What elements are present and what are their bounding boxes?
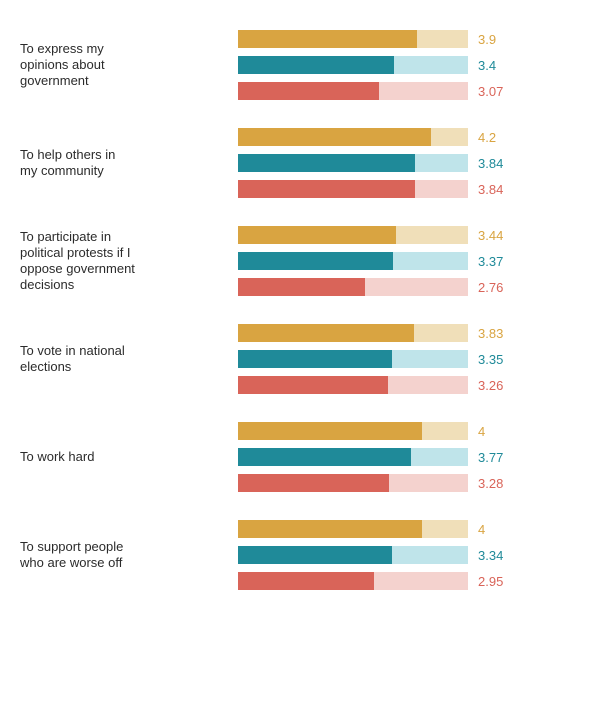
bar-fill [238, 572, 374, 590]
bar-value-label: 3.34 [478, 548, 503, 563]
bar-value-label: 4 [478, 424, 485, 439]
bar-row: 3.26 [238, 376, 580, 394]
bar-value-label: 4.2 [478, 130, 496, 145]
bar-value-label: 3.9 [478, 32, 496, 47]
bar-track [238, 278, 468, 296]
bar-row: 3.28 [238, 474, 580, 492]
bar-fill [238, 180, 415, 198]
bar-track [238, 376, 468, 394]
bar-fill [238, 82, 379, 100]
bar-value-label: 2.76 [478, 280, 503, 295]
bar-row: 3.35 [238, 350, 580, 368]
group-label: To vote in nationalelections [20, 343, 220, 376]
bar-fill [238, 422, 422, 440]
bars-wrapper: 4 3.34 2.95 [238, 520, 580, 590]
bar-value-label: 3.77 [478, 450, 503, 465]
bar-row: 4 [238, 520, 580, 538]
bar-fill [238, 474, 389, 492]
bar-fill [238, 226, 396, 244]
bar-track [238, 546, 468, 564]
bar-value-label: 3.07 [478, 84, 503, 99]
bar-track [238, 252, 468, 270]
bar-fill [238, 448, 411, 466]
bar-fill [238, 520, 422, 538]
bars-wrapper: 3.83 3.35 3.26 [238, 324, 580, 394]
bar-value-label: 2.95 [478, 574, 503, 589]
bar-fill [238, 546, 392, 564]
bar-row: 3.07 [238, 82, 580, 100]
bar-value-label: 3.4 [478, 58, 496, 73]
bar-track [238, 324, 468, 342]
bar-track [238, 520, 468, 538]
bars-wrapper: 4 3.77 3.28 [238, 422, 580, 492]
bar-track [238, 30, 468, 48]
bar-track [238, 226, 468, 244]
chart-group: To express myopinions aboutgovernment 3.9… [20, 30, 580, 100]
bar-row: 3.4 [238, 56, 580, 74]
bar-row: 3.83 [238, 324, 580, 342]
bar-value-label: 3.35 [478, 352, 503, 367]
bar-fill [238, 128, 431, 146]
bars-wrapper: 3.9 3.4 3.07 [238, 30, 580, 100]
bar-track [238, 180, 468, 198]
bar-row: 3.34 [238, 546, 580, 564]
bar-fill [238, 252, 393, 270]
bar-track [238, 572, 468, 590]
group-label: To work hard [20, 449, 220, 465]
bar-fill [238, 30, 417, 48]
bar-row: 4 [238, 422, 580, 440]
bar-value-label: 3.44 [478, 228, 503, 243]
group-label: To support peoplewho are worse off [20, 539, 220, 572]
bar-row: 3.9 [238, 30, 580, 48]
chart-group: To work hard 4 3.77 3.28 [20, 422, 580, 492]
bar-fill [238, 350, 392, 368]
bar-value-label: 3.84 [478, 182, 503, 197]
bars-wrapper: 3.44 3.37 2.76 [238, 226, 580, 296]
bar-row: 3.44 [238, 226, 580, 244]
bar-track [238, 448, 468, 466]
bar-value-label: 3.37 [478, 254, 503, 269]
bar-fill [238, 56, 394, 74]
chart-group: To participate inpolitical protests if I… [20, 226, 580, 296]
bar-row: 4.2 [238, 128, 580, 146]
bar-value-label: 4 [478, 522, 485, 537]
chart-group: To support peoplewho are worse off 4 3.34 2… [20, 520, 580, 590]
chart-group: To vote in nationalelections 3.83 3.35 3.26 [20, 324, 580, 394]
bar-row: 3.84 [238, 154, 580, 172]
bar-value-label: 3.26 [478, 378, 503, 393]
bar-value-label: 3.84 [478, 156, 503, 171]
bar-track [238, 128, 468, 146]
chart-group: To help others inmy community 4.2 3.84 3.84 [20, 128, 580, 198]
bar-fill [238, 154, 415, 172]
bar-value-label: 3.28 [478, 476, 503, 491]
bar-track [238, 350, 468, 368]
bar-track [238, 474, 468, 492]
bar-track [238, 422, 468, 440]
bar-fill [238, 376, 388, 394]
bar-value-label: 3.83 [478, 326, 503, 341]
bar-row: 3.77 [238, 448, 580, 466]
bars-wrapper: 4.2 3.84 3.84 [238, 128, 580, 198]
group-label: To help others inmy community [20, 147, 220, 180]
bar-fill [238, 278, 365, 296]
bar-track [238, 154, 468, 172]
bar-fill [238, 324, 414, 342]
bar-row: 3.37 [238, 252, 580, 270]
bar-row: 3.84 [238, 180, 580, 198]
bar-row: 2.95 [238, 572, 580, 590]
bar-row: 2.76 [238, 278, 580, 296]
group-label: To express myopinions aboutgovernment [20, 41, 220, 90]
grouped-bar-chart: To express myopinions aboutgovernment 3.9… [20, 30, 580, 590]
bar-track [238, 56, 468, 74]
bar-track [238, 82, 468, 100]
group-label: To participate inpolitical protests if I… [20, 229, 220, 294]
